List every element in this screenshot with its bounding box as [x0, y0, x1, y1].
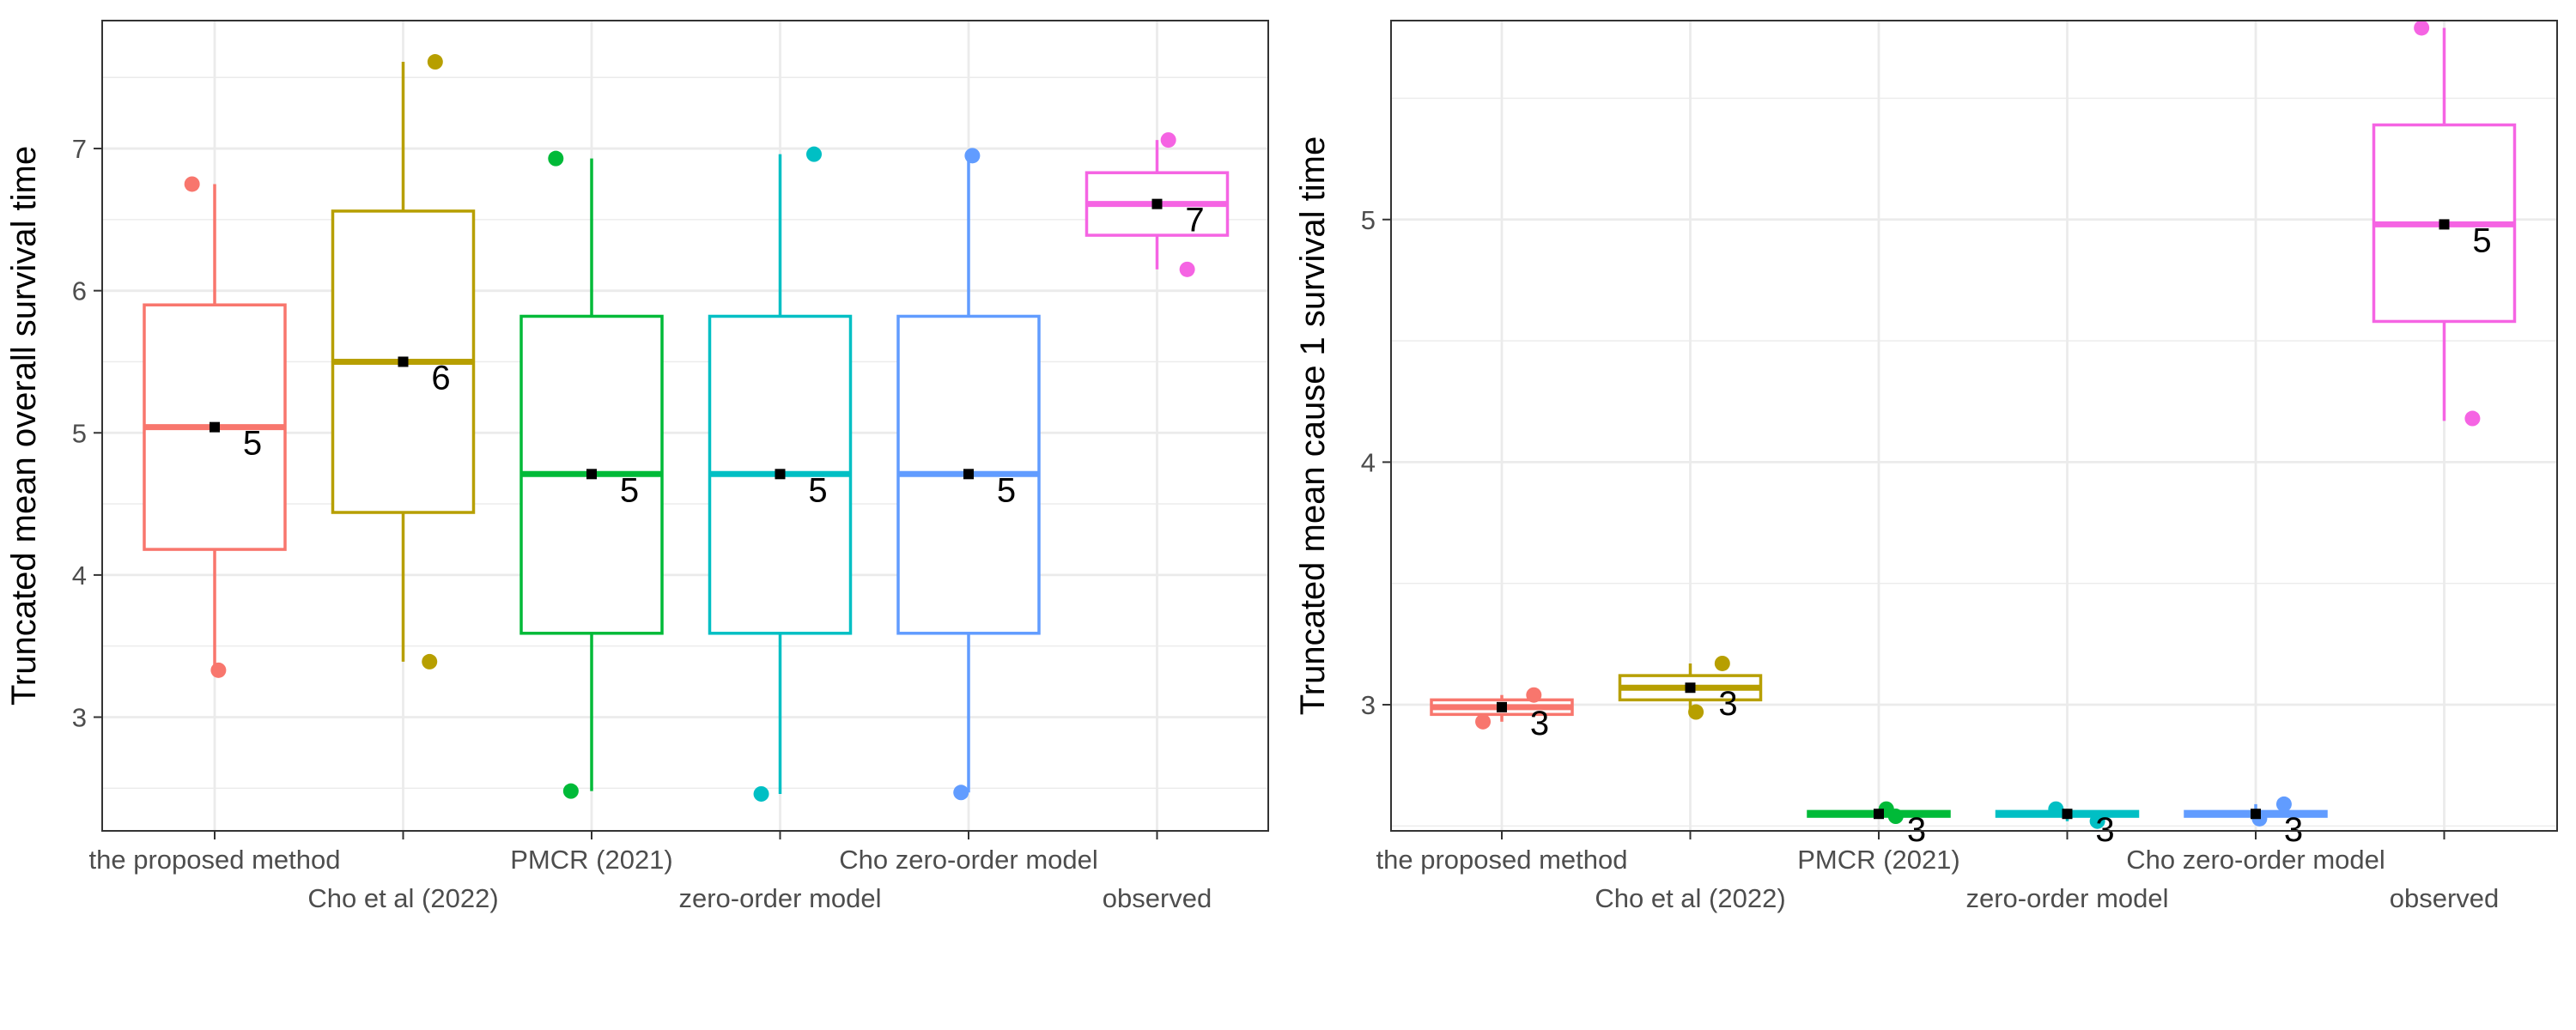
mean-marker [1151, 198, 1163, 209]
data-point [2464, 410, 2481, 427]
data-point [427, 54, 443, 70]
mean-label: 6 [431, 359, 450, 397]
mean-label: 5 [997, 471, 1016, 509]
data-point [753, 785, 769, 802]
box-observed: 5 [2372, 20, 2517, 427]
data-point [210, 662, 227, 678]
x-tick-label: Cho et al (2022) [307, 883, 498, 913]
mean-marker [586, 469, 597, 480]
mean-marker [963, 469, 974, 480]
data-point [2048, 801, 2064, 817]
box-observed: 7 [1084, 132, 1230, 277]
mean-label: 5 [620, 471, 639, 509]
mean-marker [2439, 219, 2450, 230]
y-tick-label: 7 [72, 134, 87, 164]
data-point [1160, 132, 1176, 148]
mean-label: 5 [808, 471, 827, 509]
box-cho-et-al-2022: 6 [331, 54, 476, 670]
plot-background [1391, 21, 2557, 831]
x-tick-label: observed [2390, 883, 2500, 913]
y-tick-label: 6 [72, 276, 87, 306]
data-point [953, 785, 969, 801]
data-point [562, 783, 579, 799]
data-point [184, 176, 200, 192]
box-pmcr-2021: 5 [519, 150, 664, 799]
x-tick-label: Cho zero-order model [839, 845, 1098, 875]
mean-marker [398, 356, 409, 367]
data-point [1887, 809, 1904, 825]
x-tick-label: PMCR (2021) [510, 845, 673, 875]
mean-label: 5 [243, 425, 262, 463]
data-point [2089, 813, 2105, 829]
y-tick-label: 4 [72, 560, 87, 591]
mean-label: 3 [1530, 705, 1549, 742]
box-the-proposed-method: 3 [1430, 687, 1574, 742]
mean-marker [2251, 809, 2261, 820]
data-point [1179, 261, 1195, 277]
x-tick-label: PMCR (2021) [1797, 845, 1960, 875]
y-tick-label: 3 [72, 703, 87, 733]
data-point [2275, 796, 2292, 812]
y-tick-label: 3 [1361, 690, 1376, 720]
mean-marker [1497, 701, 1507, 712]
panel-border [1390, 20, 2558, 832]
mean-label: 5 [2472, 221, 2491, 259]
mean-label: 7 [1185, 202, 1204, 239]
x-tick-label: the proposed method [89, 845, 341, 875]
y-tick-label: 4 [1361, 447, 1376, 477]
x-tick-label: the proposed method [1376, 845, 1628, 875]
y-axis-title: Truncated mean overall survival time [5, 146, 43, 706]
mean-marker [775, 469, 786, 480]
mean-marker [2062, 809, 2073, 820]
data-point [422, 653, 438, 670]
y-tick-label: 5 [72, 418, 87, 448]
data-point [1526, 687, 1542, 703]
mean-marker [1685, 682, 1696, 694]
x-tick-label: zero-order model [678, 883, 881, 913]
x-tick-label: Cho et al (2022) [1595, 883, 1785, 913]
plot-background [102, 21, 1268, 831]
data-point [1475, 713, 1492, 730]
mean-marker [1874, 809, 1884, 820]
data-point [548, 150, 564, 167]
data-point [1688, 704, 1704, 720]
data-point [2414, 20, 2430, 36]
box-zero-order-model: 5 [708, 146, 853, 802]
box-cho-zero-order-model: 5 [896, 148, 1041, 801]
panel-border [101, 20, 1269, 832]
y-tick-label: 5 [1361, 205, 1376, 235]
panel-overall-survival: 5 6 5 5 5 7 3 4 5 6 7 the proposed method Cho et al … [5, 20, 1269, 913]
mean-marker [210, 421, 220, 433]
mean-label: 3 [1718, 685, 1737, 723]
x-tick-label: observed [1103, 883, 1212, 913]
box-the-proposed-method: 5 [143, 176, 287, 678]
y-axis-title: Truncated mean cause 1 survival time [1294, 136, 1332, 715]
box-cho-et-al-2022: 3 [1618, 655, 1763, 723]
data-point [964, 148, 981, 164]
data-point [806, 146, 823, 162]
x-tick-label: Cho zero-order model [2126, 845, 2385, 875]
x-tick-label: zero-order model [1965, 883, 2168, 913]
data-point [1714, 655, 1730, 671]
